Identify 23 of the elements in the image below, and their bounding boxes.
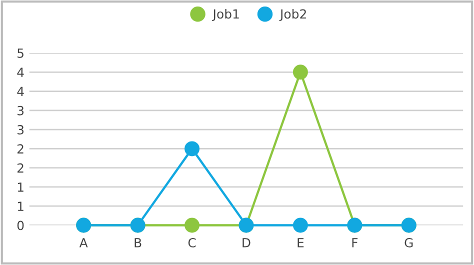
point [292,64,308,80]
x-tick-label: E [298,238,304,248]
x-tick-label: F [352,238,358,248]
legend-label: Job1 [212,8,239,21]
x-tick-label: A [79,238,88,248]
point [184,141,200,156]
y-tick-label: 3 [18,106,24,116]
legend-label: Job2 [279,8,306,21]
y-tick-label: 4 [17,86,24,96]
y-tick-label: 2 [17,163,24,173]
y-tick-label: 4 [17,68,24,77]
x-tick-label: D [242,238,250,248]
point [184,218,200,233]
y-tick-label: 0 [17,220,24,230]
y-tick-label: 3 [18,125,24,134]
y-tick-label: 5 [18,48,24,58]
x-tick-label: C [188,238,196,248]
y-tick-label: 2 [17,144,24,154]
x-tick-label: B [134,238,142,248]
x-tick-label: G [404,238,413,248]
point [292,218,308,233]
y-tick-label: 1 [18,182,24,192]
y-tick-label: 1 [18,202,24,211]
